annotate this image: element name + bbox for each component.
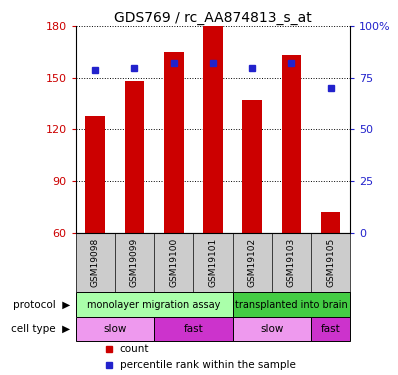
Text: protocol  ▶: protocol ▶ xyxy=(13,300,70,310)
Text: GSM19099: GSM19099 xyxy=(130,238,139,287)
Bar xyxy=(125,81,144,233)
Text: percentile rank within the sample: percentile rank within the sample xyxy=(119,360,295,370)
Text: GSM19102: GSM19102 xyxy=(248,238,257,287)
Text: GSM19105: GSM19105 xyxy=(326,238,335,287)
Bar xyxy=(76,292,232,317)
Text: fast: fast xyxy=(183,324,203,334)
Text: cell type  ▶: cell type ▶ xyxy=(11,324,70,334)
Bar xyxy=(232,292,350,317)
Title: GDS769 / rc_AA874813_s_at: GDS769 / rc_AA874813_s_at xyxy=(114,11,312,25)
Bar xyxy=(232,317,311,341)
Bar xyxy=(311,317,350,341)
Bar xyxy=(281,56,301,233)
Text: GSM19098: GSM19098 xyxy=(91,238,100,287)
Text: fast: fast xyxy=(321,324,341,334)
Bar xyxy=(154,317,232,341)
Text: slow: slow xyxy=(103,324,127,334)
Text: transplanted into brain: transplanted into brain xyxy=(235,300,348,310)
Text: GSM19103: GSM19103 xyxy=(287,238,296,287)
Bar xyxy=(203,26,223,233)
Text: GSM19101: GSM19101 xyxy=(209,238,217,287)
Bar xyxy=(86,116,105,233)
Bar xyxy=(164,52,183,233)
Bar xyxy=(321,212,340,233)
Text: GSM19100: GSM19100 xyxy=(169,238,178,287)
Bar xyxy=(76,317,154,341)
Text: count: count xyxy=(119,344,149,354)
Bar xyxy=(242,100,262,233)
Text: slow: slow xyxy=(260,324,283,334)
Text: monolayer migration assay: monolayer migration assay xyxy=(88,300,221,310)
